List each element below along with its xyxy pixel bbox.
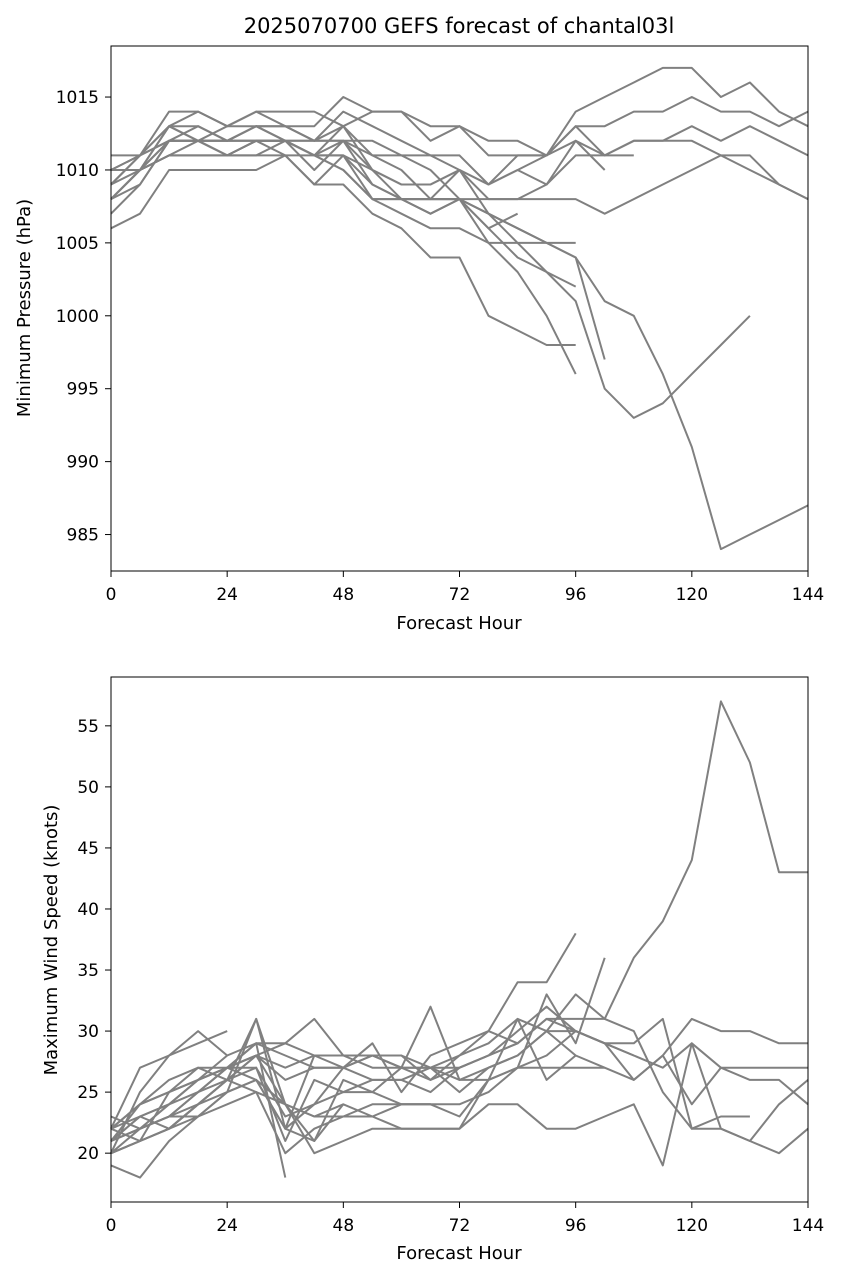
wind-y-tick-label: 45 <box>77 839 99 859</box>
wind-member-line-14 <box>110 1066 431 1155</box>
wind-x-axis-label: Forecast Hour <box>396 1243 522 1264</box>
pressure-x-tick-label: 0 <box>106 585 117 605</box>
pressure-y-tick-label: 1015 <box>56 88 99 108</box>
wind-member-line-15 <box>110 1017 344 1130</box>
pressure-x-tick-label: 72 <box>449 585 471 605</box>
pressure-x-tick-label: 24 <box>216 585 238 605</box>
pressure-member-line-15 <box>110 154 576 346</box>
pressure-y-tick-label: 995 <box>67 380 99 400</box>
wind-member-line-18 <box>110 1030 228 1154</box>
pressure-x-tick-label: 120 <box>676 585 708 605</box>
pressure-y-tick-label: 1000 <box>56 307 99 327</box>
pressure-y-tick-label: 1010 <box>56 161 99 181</box>
wind-y-ticks: 20 25 30 35 40 45 50 55 <box>77 717 111 1164</box>
pressure-x-tick-label: 96 <box>565 585 587 605</box>
wind-member-line-12 <box>110 1054 605 1142</box>
wind-x-tick-label: 144 <box>792 1216 824 1236</box>
wind-chart: 0 24 48 72 96 120 144 20 25 30 35 40 45 50 55 Forecas… <box>41 676 824 1264</box>
pressure-x-tick-label: 48 <box>333 585 355 605</box>
pressure-chart: 2025070700 GEFS forecast of chantal03l 0… <box>14 14 824 634</box>
pressure-y-tick-label: 990 <box>67 453 99 473</box>
wind-y-tick-label: 55 <box>77 717 99 737</box>
wind-y-axis-label: Maximum Wind Speed (knots) <box>41 805 62 1076</box>
wind-x-tick-label: 120 <box>676 1216 708 1236</box>
chart-title: 2025070700 GEFS forecast of chantal03l <box>244 14 675 38</box>
pressure-member-line-14 <box>110 139 809 551</box>
wind-member-line-11 <box>110 1005 577 1142</box>
wind-y-tick-label: 25 <box>77 1083 99 1103</box>
wind-y-tick-label: 20 <box>77 1144 99 1164</box>
pressure-y-tick-label: 985 <box>67 526 99 546</box>
wind-x-tick-label: 24 <box>216 1216 238 1236</box>
pressure-y-ticks: 985 990 995 1000 1005 1010 1015 <box>56 88 111 546</box>
pressure-x-axis-label: Forecast Hour <box>396 613 522 634</box>
pressure-series-group <box>110 66 809 551</box>
wind-member-line-13 <box>110 1030 518 1142</box>
pressure-member-line-13 <box>110 139 751 419</box>
wind-x-tick-label: 0 <box>106 1216 117 1236</box>
wind-series-group <box>110 700 809 1179</box>
wind-x-tick-label: 96 <box>565 1216 587 1236</box>
pressure-y-axis-label: Minimum Pressure (hPa) <box>14 199 35 417</box>
pressure-y-tick-label: 1005 <box>56 234 99 254</box>
wind-member-line-16 <box>110 1042 287 1178</box>
wind-y-tick-label: 40 <box>77 900 99 920</box>
wind-member-line-7 <box>110 1017 750 1142</box>
wind-member-line-8 <box>110 1030 635 1155</box>
pressure-x-tick-label: 144 <box>792 585 824 605</box>
wind-y-tick-label: 30 <box>77 1022 99 1042</box>
wind-x-tick-label: 72 <box>449 1216 471 1236</box>
wind-x-tick-label: 48 <box>333 1216 355 1236</box>
pressure-x-ticks: 0 24 48 72 96 120 144 <box>106 571 824 605</box>
wind-y-tick-label: 35 <box>77 961 99 981</box>
wind-y-tick-label: 50 <box>77 778 99 798</box>
wind-x-ticks: 0 24 48 72 96 120 144 <box>106 1202 824 1236</box>
